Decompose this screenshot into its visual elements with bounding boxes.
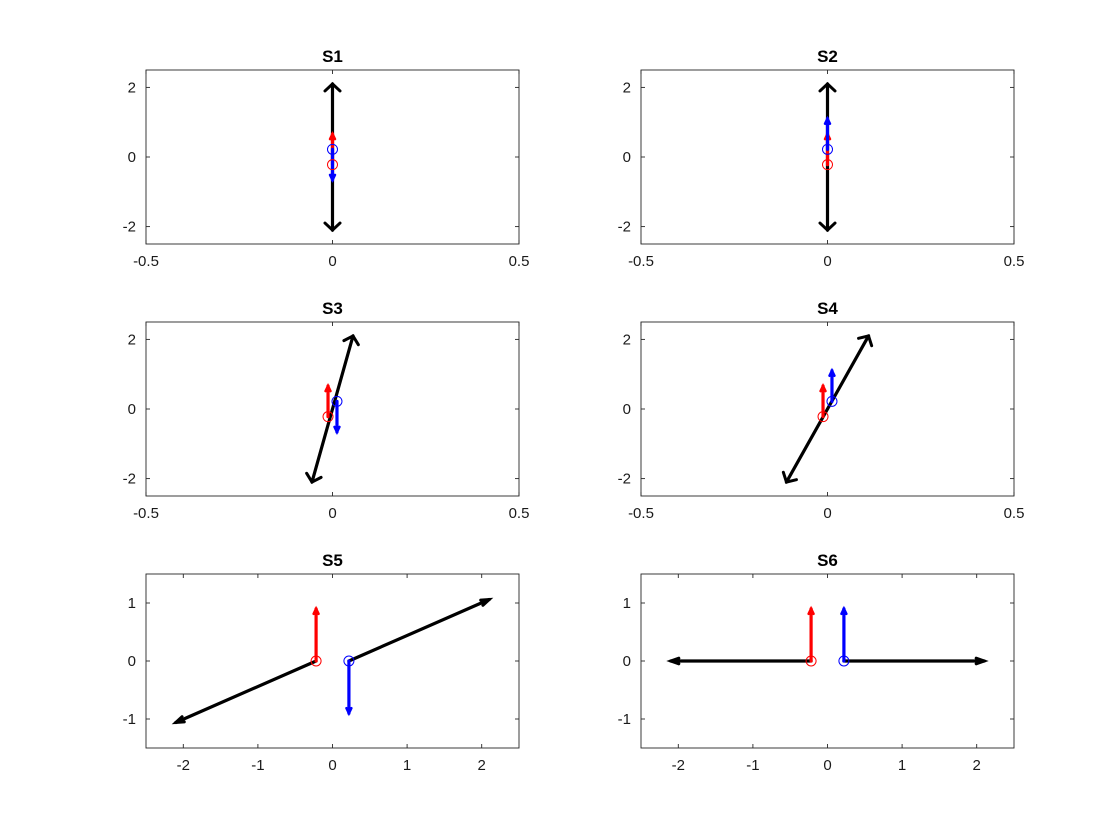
y-tick-label: 2 <box>128 331 136 348</box>
x-tick-label: 0 <box>328 505 336 522</box>
red-arrowhead <box>807 605 815 616</box>
y-tick-label: 0 <box>623 401 631 418</box>
x-tick-label: 0 <box>823 253 831 270</box>
subplot-5: S5 -2 -1 0 1 2 -1 0 1 <box>123 551 520 774</box>
x-tick-label: 2 <box>973 757 981 774</box>
subplot-title: S5 <box>322 551 343 570</box>
blue-arrowhead <box>840 605 848 616</box>
x-tick-label: -0.5 <box>133 253 159 270</box>
x-tick-label: 0.5 <box>509 505 530 522</box>
black-arrowhead <box>342 333 360 347</box>
red-marker <box>805 655 817 667</box>
y-tick-label: -2 <box>123 219 136 236</box>
blue-marker <box>838 655 850 667</box>
black-arrowhead <box>323 221 342 233</box>
black-vector <box>784 334 871 484</box>
y-tick-label: 1 <box>623 595 631 612</box>
blue-arrowhead <box>328 173 337 183</box>
red-marker <box>817 411 829 423</box>
black-vector <box>310 334 355 484</box>
subplot-4: S4 -0.5 0 0.5 -2 0 2 <box>618 299 1025 522</box>
y-tick-label: 2 <box>623 331 631 348</box>
red-arrowhead <box>819 383 827 393</box>
subplot-title: S4 <box>817 299 838 318</box>
y-tick-label: -1 <box>123 711 136 728</box>
black-vector <box>174 659 318 725</box>
x-tick-label: 0 <box>823 757 831 774</box>
blue-marker <box>343 655 355 667</box>
red-arrowhead <box>324 383 332 393</box>
red-arrowhead <box>312 605 320 616</box>
black-arrowhead <box>323 81 342 93</box>
black-arrowhead <box>666 656 681 666</box>
subplot-1: S1 -0.5 0 0.5 -2 0 2 <box>123 47 530 270</box>
y-tick-label: 0 <box>128 149 136 166</box>
subplot-3: S3 -0.5 0 0.5 -2 0 2 <box>123 299 530 522</box>
subplot-title: S3 <box>322 299 343 318</box>
y-tick-label: -1 <box>618 711 631 728</box>
y-tick-label: 0 <box>623 149 631 166</box>
x-tick-label: -1 <box>746 757 759 774</box>
subplot-title: S6 <box>817 551 838 570</box>
blue-marker <box>331 395 343 407</box>
black-arrowhead <box>818 221 837 233</box>
x-tick-label: -0.5 <box>628 505 654 522</box>
axes-box <box>145 573 520 749</box>
x-tick-label: 2 <box>478 757 486 774</box>
red-marker <box>310 655 322 667</box>
y-tick-label: 2 <box>128 79 136 96</box>
x-tick-label: -0.5 <box>628 253 654 270</box>
black-arrowhead <box>818 81 837 93</box>
x-tick-label: -2 <box>177 757 190 774</box>
blue-arrowhead <box>345 706 353 717</box>
black-arrowhead <box>479 597 494 607</box>
y-tick-label: 0 <box>128 401 136 418</box>
black-vector <box>347 597 491 663</box>
subplot-title: S2 <box>817 47 838 66</box>
red-arrowhead <box>328 131 337 141</box>
y-tick-label: -2 <box>123 471 136 488</box>
blue-arrowhead <box>823 115 832 126</box>
black-arrowhead <box>781 470 798 484</box>
y-tick-label: 2 <box>623 79 631 96</box>
blue-marker <box>826 395 838 407</box>
black-arrowhead <box>305 471 323 485</box>
subplot-2: S2 -0.5 0 0.5 -2 0 2 <box>618 47 1025 270</box>
x-tick-label: 1 <box>403 757 411 774</box>
x-tick-label: -2 <box>672 757 685 774</box>
black-arrowhead <box>857 334 874 348</box>
blue-marker <box>327 143 338 155</box>
y-tick-label: 0 <box>623 653 631 670</box>
x-tick-label: -1 <box>251 757 264 774</box>
y-tick-label: -2 <box>618 471 631 488</box>
blue-arrowhead <box>333 425 341 435</box>
y-tick-label: 1 <box>128 595 136 612</box>
red-marker <box>322 411 334 423</box>
x-tick-label: 0 <box>328 253 336 270</box>
x-tick-label: -0.5 <box>133 505 159 522</box>
red-marker <box>327 159 338 171</box>
x-tick-label: 0.5 <box>1004 253 1025 270</box>
x-tick-label: 0.5 <box>509 253 530 270</box>
black-arrowhead <box>974 656 989 666</box>
blue-arrowhead <box>828 367 836 378</box>
black-arrowhead <box>171 715 186 725</box>
x-tick-label: 1 <box>898 757 906 774</box>
x-tick-label: 0 <box>328 757 336 774</box>
subplot-title: S1 <box>322 47 343 66</box>
y-tick-label: -2 <box>618 219 631 236</box>
x-tick-label: 0.5 <box>1004 505 1025 522</box>
y-tick-label: 0 <box>128 653 136 670</box>
subplot-6: S6 -2 -1 0 1 2 -1 0 1 <box>618 551 1015 774</box>
x-tick-label: 0 <box>823 505 831 522</box>
red-marker <box>822 159 833 171</box>
blue-marker <box>822 143 833 155</box>
